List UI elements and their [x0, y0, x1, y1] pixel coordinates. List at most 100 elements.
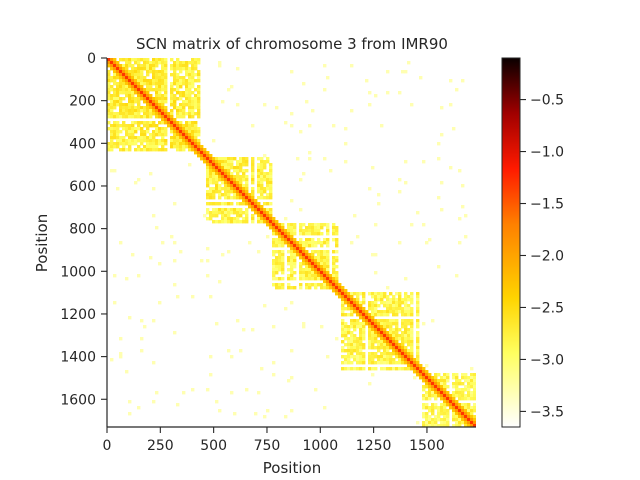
heatmap-cell: [380, 352, 384, 356]
heatmap-cell: [272, 223, 276, 227]
heatmap-cell: [182, 142, 186, 146]
heatmap-cell: [293, 226, 297, 230]
heatmap-cell: [404, 292, 408, 296]
heatmap-cell: [173, 61, 177, 65]
heatmap-cell: [473, 421, 476, 425]
heatmap-cell: [431, 421, 435, 425]
heatmap-cell: [203, 154, 207, 158]
heatmap-cell: [302, 229, 306, 233]
heatmap-cell: [383, 361, 387, 365]
heatmap-cell: [128, 100, 132, 104]
heatmap-cell: [149, 64, 153, 68]
heatmap-cell: [170, 64, 174, 68]
heatmap-cell: [281, 244, 285, 248]
heatmap-cell: [392, 301, 396, 305]
heatmap-cell: [461, 406, 465, 410]
heatmap-cell: [119, 103, 123, 107]
heatmap-cell: [161, 145, 165, 149]
colorbar-tick-label: −1.0: [530, 145, 564, 161]
heatmap-cell: [128, 112, 132, 116]
heatmap-cell: [137, 109, 141, 113]
heatmap-cell: [374, 253, 378, 257]
heatmap-cell: [308, 253, 312, 257]
heatmap-cell: [293, 223, 297, 227]
heatmap-cell: [227, 211, 231, 215]
heatmap-cell: [401, 310, 405, 314]
heatmap-cell: [305, 226, 309, 230]
heatmap-cell: [287, 226, 291, 230]
heatmap-cell: [314, 274, 318, 278]
heatmap-cell: [173, 121, 177, 125]
heatmap-cell: [152, 112, 156, 116]
heatmap-cell: [356, 361, 360, 365]
heatmap-cell: [470, 394, 474, 398]
heatmap-cell: [140, 142, 144, 146]
heatmap-cell: [242, 190, 246, 194]
heatmap-cell: [191, 97, 195, 101]
heatmap-cell: [146, 70, 150, 74]
heatmap-cell: [404, 160, 408, 164]
heatmap-cell: [251, 187, 255, 191]
heatmap-cell: [131, 100, 135, 104]
heatmap-cell: [329, 277, 333, 281]
heatmap-cell: [395, 301, 399, 305]
heatmap-cell: [209, 295, 213, 299]
heatmap-cell: [437, 373, 441, 377]
heatmap-cell: [134, 121, 138, 125]
heatmap-cell: [134, 79, 138, 83]
heatmap-cell: [182, 124, 186, 128]
heatmap-cell: [155, 58, 159, 62]
heatmap-cell: [191, 91, 195, 95]
heatmap-cell: [461, 403, 465, 407]
heatmap-cell: [302, 247, 306, 251]
heatmap-cell: [197, 112, 201, 116]
heatmap-cell: [389, 358, 393, 362]
heatmap-cell: [128, 109, 132, 113]
heatmap-cell: [212, 202, 216, 206]
heatmap-cell: [143, 67, 147, 71]
heatmap-cell: [140, 88, 144, 92]
heatmap-cell: [347, 358, 351, 362]
heatmap-cell: [152, 121, 156, 125]
heatmap-cell: [140, 94, 144, 98]
heatmap-cell: [209, 190, 213, 194]
heatmap-cell: [407, 334, 411, 338]
heatmap-cell: [146, 148, 150, 152]
heatmap-cell: [422, 406, 426, 410]
heatmap-cell: [161, 121, 165, 125]
heatmap-cell: [179, 127, 183, 131]
heatmap-cell: [431, 385, 435, 389]
heatmap-cell: [110, 106, 114, 110]
heatmap-cell: [368, 307, 372, 311]
heatmap-cell: [215, 202, 219, 206]
heatmap-cell: [422, 388, 426, 392]
heatmap-cell: [146, 127, 150, 131]
heatmap-cell: [158, 58, 162, 62]
heatmap-cell: [161, 85, 165, 89]
heatmap-cell: [473, 385, 476, 389]
heatmap-cell: [206, 172, 210, 176]
heatmap-cell: [374, 223, 378, 227]
heatmap-cell: [170, 136, 174, 140]
heatmap-cell: [305, 268, 309, 272]
heatmap-cell: [245, 169, 249, 173]
heatmap-cell: [143, 64, 147, 68]
heatmap-cell: [371, 325, 375, 329]
heatmap-cell: [320, 250, 324, 254]
heatmap-cell: [113, 127, 117, 131]
heatmap-cell: [218, 175, 222, 179]
heatmap-cell: [440, 424, 444, 427]
heatmap-cell: [470, 415, 474, 419]
heatmap-cell: [320, 232, 324, 236]
heatmap-cell: [299, 226, 303, 230]
heatmap-cell: [113, 79, 117, 83]
heatmap-cell: [377, 343, 381, 347]
heatmap-cell: [383, 352, 387, 356]
heatmap-cell: [119, 73, 123, 77]
heatmap-cell: [170, 124, 174, 128]
heatmap-cell: [320, 241, 324, 245]
heatmap-cell: [257, 202, 261, 206]
heatmap-cell: [137, 178, 141, 182]
heatmap-cell: [230, 208, 234, 212]
heatmap-cell: [377, 295, 381, 299]
